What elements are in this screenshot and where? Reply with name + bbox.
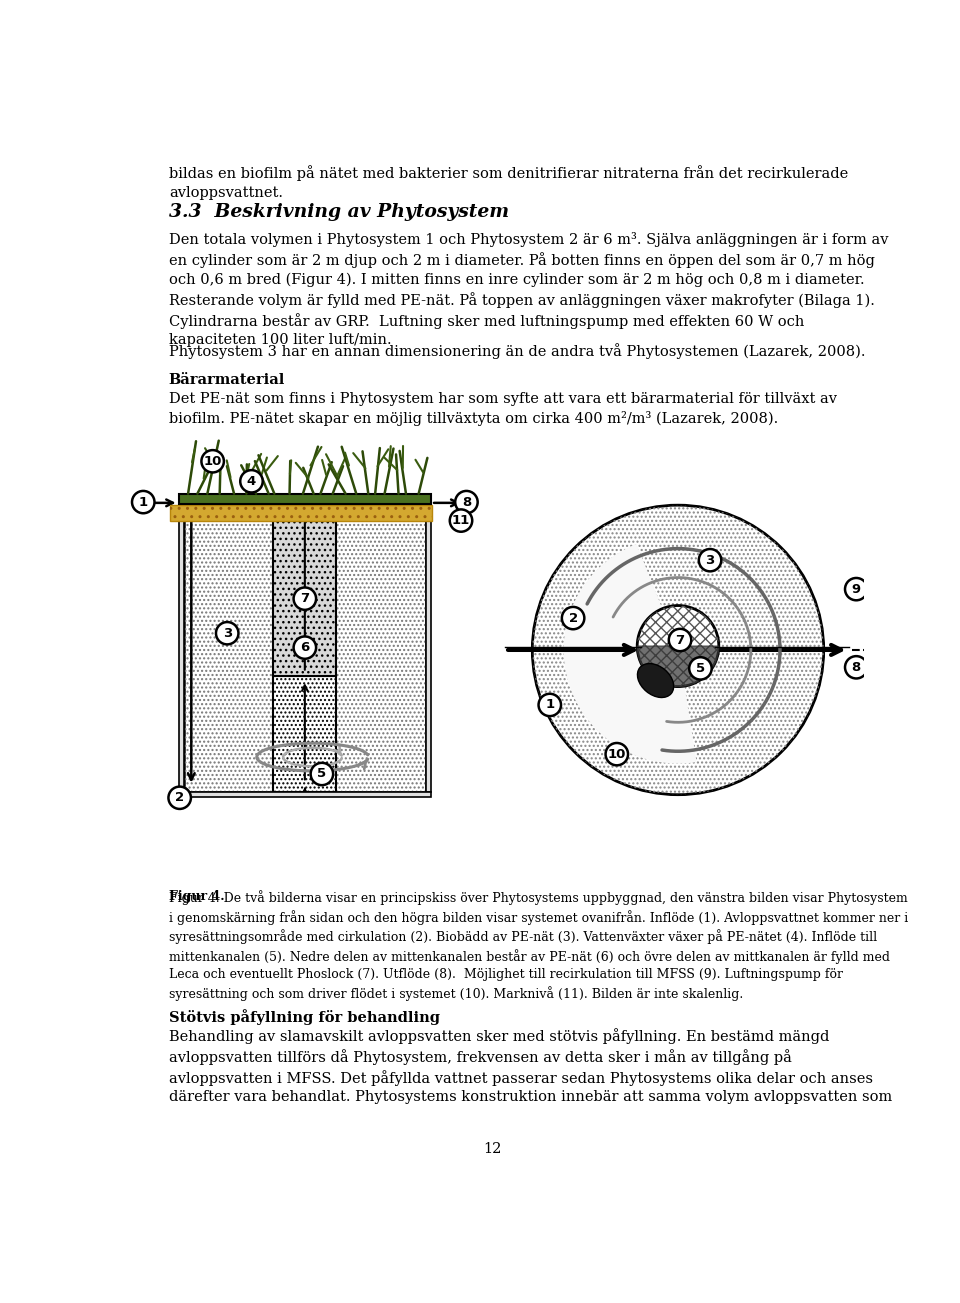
Circle shape [450,509,472,532]
Circle shape [132,491,155,513]
Circle shape [202,450,224,473]
Text: 1: 1 [545,698,554,711]
Polygon shape [564,545,696,762]
Circle shape [562,607,585,629]
Bar [170,506,432,521]
Bar [179,504,183,792]
Bar [179,792,431,796]
Text: 3: 3 [223,627,231,640]
Circle shape [311,762,333,786]
Polygon shape [637,646,719,687]
Circle shape [216,622,238,645]
Circle shape [240,470,263,493]
Text: Den totala volymen i Phytosystem 1 och Phytosystem 2 är 6 m³. Själva anläggninge: Den totala volymen i Phytosystem 1 och P… [169,232,888,347]
Bar [426,504,431,792]
Text: Bärarmaterial: Bärarmaterial [169,374,285,387]
Text: 11: 11 [452,515,470,528]
Text: Stötvis påfyllning för behandling: Stötvis påfyllning för behandling [169,1010,440,1025]
Bar [183,504,426,792]
Text: 3.3  Beskrivning av Phytosystem: 3.3 Beskrivning av Phytosystem [169,202,509,220]
Text: 12: 12 [483,1141,501,1156]
Ellipse shape [637,663,674,697]
Text: 8: 8 [462,495,471,508]
Text: 2: 2 [568,611,578,624]
Text: bildas en biofilm på nätet med bakterier som denitrifierar nitraterna från det r: bildas en biofilm på nätet med bakterier… [169,165,848,199]
Circle shape [689,657,711,680]
Bar [170,506,432,521]
Circle shape [294,636,316,659]
Text: 5: 5 [696,662,705,675]
Text: 9: 9 [852,582,861,595]
Circle shape [168,787,191,809]
Text: 8: 8 [852,661,861,674]
Bar [179,494,431,504]
Text: Phytosystem 3 har en annan dimensionering än de andra två Phytosystemen (Lazarek: Phytosystem 3 har en annan dimensionerin… [169,343,865,358]
Circle shape [455,491,478,513]
Text: 7: 7 [300,592,309,605]
Bar [183,504,426,792]
Circle shape [845,579,868,601]
Circle shape [637,606,719,687]
Text: 5: 5 [318,767,326,780]
Text: 6: 6 [300,641,309,654]
Circle shape [532,506,824,795]
Circle shape [845,657,868,679]
Text: 1: 1 [138,495,148,508]
Text: Figur 4.: Figur 4. [169,890,225,903]
Circle shape [669,629,691,652]
Text: 2: 2 [175,791,184,804]
Text: Figur 4. De två bilderna visar en principskiss över Phytosystems uppbyggnad, den: Figur 4. De två bilderna visar en princi… [169,890,908,1001]
Text: 3: 3 [706,554,714,567]
Text: 10: 10 [608,748,626,761]
Text: Behandling av slamavskilt avloppsvatten sker med stötvis påfyllning. En bestämd : Behandling av slamavskilt avloppsvatten … [169,1028,892,1105]
Text: 7: 7 [676,633,684,646]
Circle shape [699,549,721,571]
Bar [274,676,336,792]
Circle shape [606,743,628,765]
Text: 4: 4 [247,474,256,487]
Text: 10: 10 [204,455,222,468]
Bar [274,504,336,676]
Circle shape [539,693,561,717]
Text: Det PE-nät som finns i Phytosystem har som syfte att vara ett bärarmaterial för : Det PE-nät som finns i Phytosystem har s… [169,392,837,426]
Circle shape [294,588,316,610]
